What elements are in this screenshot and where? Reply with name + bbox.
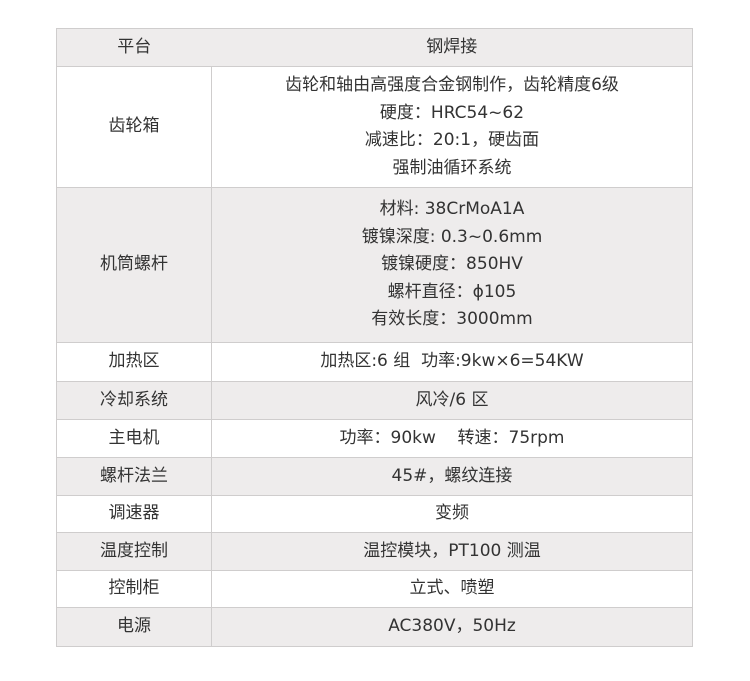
- value-line: 加热区:6 组 功率:9kw×6=54KW: [320, 351, 584, 372]
- value-line: 风冷/6 区: [415, 389, 489, 410]
- row-value: 变频: [211, 495, 693, 533]
- row-label: 电源: [56, 607, 212, 647]
- value-line: 镀镍硬度：850HV: [381, 254, 523, 275]
- value-line: 减速比：20:1，硬齿面: [364, 130, 540, 150]
- value-line: 硬度：HRC54~62: [379, 102, 525, 123]
- row-value: 温控模块，PT100 测温: [211, 532, 693, 571]
- row-value: AC380V，50Hz: [211, 607, 693, 647]
- table-row: 主电机 功率：90kw 转速：75rpm: [56, 419, 693, 458]
- value-line: 镀镍深度: 0.3~0.6mm: [361, 226, 543, 247]
- table-row: 机筒螺杆 材料: 38CrMoA1A 镀镍深度: 0.3~0.6mm 镀镍硬度：850…: [56, 187, 693, 343]
- row-label: 加热区: [56, 342, 212, 382]
- table-row: 加热区 加热区:6 组 功率:9kw×6=54KW: [56, 342, 693, 382]
- row-label: 温度控制: [56, 532, 212, 571]
- row-value: 加热区:6 组 功率:9kw×6=54KW: [211, 342, 693, 382]
- value-line: 温控模块，PT100 测温: [363, 540, 541, 561]
- value-line: 螺杆直径：ϕ105: [387, 281, 517, 302]
- row-label: 冷却系统: [56, 381, 212, 420]
- header-label: 平台: [56, 28, 212, 67]
- row-value: 材料: 38CrMoA1A 镀镍深度: 0.3~0.6mm 镀镍硬度：850HV 螺杆…: [211, 187, 693, 343]
- value-line: 齿轮和轴由高强度合金钢制作，齿轮精度6级: [285, 75, 619, 95]
- table-row: 调速器 变频: [56, 495, 693, 533]
- row-value: 齿轮和轴由高强度合金钢制作，齿轮精度6级 硬度：HRC54~62 减速比：20:1，…: [211, 66, 693, 188]
- value-line: 45#，螺纹连接: [391, 465, 513, 486]
- row-label: 调速器: [56, 495, 212, 533]
- value-line: 强制油循环系统: [392, 157, 512, 178]
- row-value: 功率：90kw 转速：75rpm: [211, 419, 693, 458]
- row-value: 风冷/6 区: [211, 381, 693, 420]
- table-row: 冷却系统 风冷/6 区: [56, 381, 693, 420]
- value-line: 变频: [435, 503, 469, 524]
- value-line: 功率：90kw 转速：75rpm: [339, 427, 565, 448]
- table-header-row: 平台 钢焊接: [56, 28, 693, 67]
- value-line: 材料: 38CrMoA1A: [379, 199, 525, 220]
- row-label: 主电机: [56, 419, 212, 458]
- table-row: 螺杆法兰 45#，螺纹连接: [56, 457, 693, 496]
- row-value: 立式、喷塑: [211, 570, 693, 608]
- row-value: 45#，螺纹连接: [211, 457, 693, 496]
- row-label: 齿轮箱: [56, 66, 212, 188]
- row-label: 螺杆法兰: [56, 457, 212, 496]
- row-label: 机筒螺杆: [56, 187, 212, 343]
- row-label: 控制柜: [56, 570, 212, 608]
- value-line: 有效长度：3000mm: [371, 309, 533, 330]
- value-line: AC380V，50Hz: [388, 616, 516, 637]
- spec-table: 平台 钢焊接 齿轮箱 齿轮和轴由高强度合金钢制作，齿轮精度6级 硬度：HRC54~6…: [56, 28, 693, 647]
- header-value: 钢焊接: [211, 28, 693, 67]
- table-row: 控制柜 立式、喷塑: [56, 570, 693, 608]
- table-row: 齿轮箱 齿轮和轴由高强度合金钢制作，齿轮精度6级 硬度：HRC54~62 减速比：20…: [56, 66, 693, 188]
- table-row: 电源 AC380V，50Hz: [56, 607, 693, 647]
- value-line: 立式、喷塑: [409, 578, 495, 599]
- table-row: 温度控制 温控模块，PT100 测温: [56, 532, 693, 571]
